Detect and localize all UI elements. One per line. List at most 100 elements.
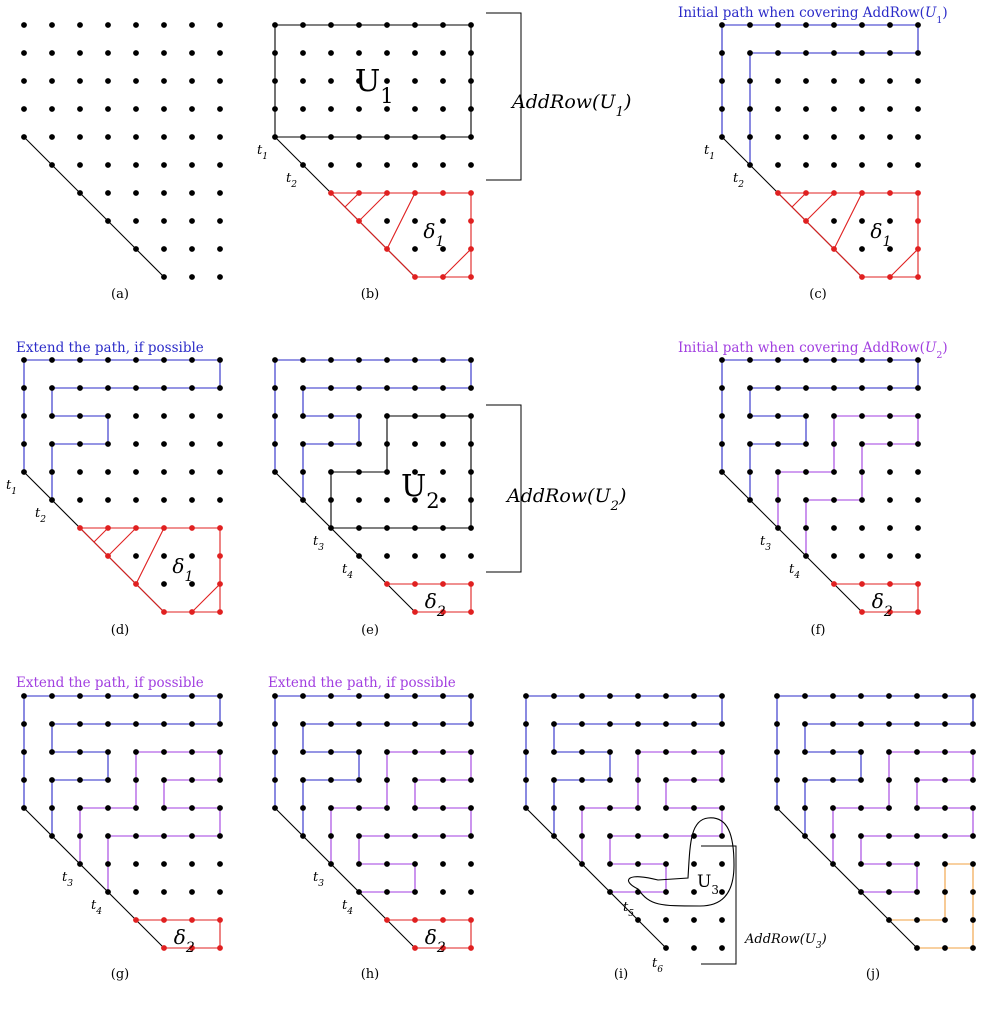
grid-point: [774, 721, 780, 727]
grid-point: [607, 889, 613, 895]
grid-point: [886, 749, 892, 755]
addrow-label: AddRow(U3): [744, 932, 827, 951]
grid-point: [105, 441, 111, 447]
grid-point: [189, 805, 195, 811]
grid-point: [523, 749, 529, 755]
grid-point: [747, 497, 753, 503]
grid-point: [217, 777, 223, 783]
grid-point: [49, 134, 55, 140]
grid-point: [468, 553, 474, 559]
grid-point: [970, 777, 976, 783]
grid-point: [300, 22, 306, 28]
grid-point: [21, 441, 27, 447]
panel-label: (g): [111, 967, 129, 982]
tick-label-t3: t3: [313, 870, 324, 889]
grid-point: [105, 22, 111, 28]
tick-label-t3: t3: [313, 534, 324, 553]
grid-point: [830, 693, 836, 699]
grid-point: [858, 777, 864, 783]
grid-point: [914, 861, 920, 867]
grid-point: [189, 693, 195, 699]
grid-point: [384, 833, 390, 839]
grid-point: [719, 833, 725, 839]
grid-point: [635, 693, 641, 699]
grid-point: [77, 134, 83, 140]
grid-point: [161, 134, 167, 140]
grid-point: [887, 441, 893, 447]
grid-point: [915, 581, 921, 587]
grid-point: [942, 777, 948, 783]
grid-point: [719, 413, 725, 419]
grid-point: [105, 162, 111, 168]
grid-point: [105, 50, 111, 56]
grid-point: [49, 413, 55, 419]
grid-point: [161, 805, 167, 811]
grid-point: [859, 274, 865, 280]
grid-point: [356, 413, 362, 419]
delta-label: δ2: [425, 925, 446, 956]
grid-point: [831, 162, 837, 168]
grid-point: [161, 413, 167, 419]
grid-point: [887, 274, 893, 280]
grid-point: [775, 385, 781, 391]
grid-point: [858, 889, 864, 895]
grid-point: [914, 833, 920, 839]
grid-point: [468, 469, 474, 475]
grid-point: [133, 134, 139, 140]
grid-point: [719, 78, 725, 84]
grid-point: [887, 497, 893, 503]
grid-point: [635, 861, 641, 867]
grid-point: [775, 162, 781, 168]
grid-point: [440, 497, 446, 503]
grid-point: [915, 497, 921, 503]
grid-point: [133, 833, 139, 839]
grid-point: [161, 777, 167, 783]
grid-point: [663, 945, 669, 951]
grid-point: [272, 357, 278, 363]
grid-point: [719, 721, 725, 727]
grid-point: [133, 469, 139, 475]
grid-point: [635, 749, 641, 755]
grid-point: [189, 917, 195, 923]
grid-point: [77, 162, 83, 168]
panel-label: (h): [361, 967, 380, 982]
grid-point: [858, 805, 864, 811]
grid-point: [859, 22, 865, 28]
grid-point: [328, 50, 334, 56]
grid-point: [775, 469, 781, 475]
grid-point: [831, 441, 837, 447]
grid-point: [300, 805, 306, 811]
path-segment: [777, 192, 919, 278]
panel-label: (i): [614, 967, 628, 982]
grid-point: [915, 609, 921, 615]
grid-point: [887, 469, 893, 475]
grid-point: [356, 218, 362, 224]
grid-point: [468, 609, 474, 615]
grid-point: [161, 693, 167, 699]
grid-point: [217, 525, 223, 531]
grid-point: [217, 609, 223, 615]
grid-point: [747, 385, 753, 391]
grid-point: [719, 805, 725, 811]
grid-point: [831, 469, 837, 475]
grid-point: [440, 190, 446, 196]
tick-label-t2: t2: [35, 506, 46, 525]
path-segment: [791, 192, 807, 208]
grid-point: [133, 385, 139, 391]
grid-point: [189, 246, 195, 252]
grid-point: [189, 609, 195, 615]
path-segment: [93, 527, 109, 543]
grid-point: [719, 469, 725, 475]
grid-point: [412, 861, 418, 867]
path-segment: [107, 527, 137, 557]
grid-point: [49, 22, 55, 28]
grid-point: [77, 50, 83, 56]
region-label: U2: [401, 469, 440, 513]
grid-point: [440, 274, 446, 280]
grid-point: [356, 553, 362, 559]
grid-point: [803, 134, 809, 140]
grid-point: [161, 106, 167, 112]
region-u3-outline: [627, 817, 735, 907]
grid-point: [663, 889, 669, 895]
grid-point: [21, 385, 27, 391]
